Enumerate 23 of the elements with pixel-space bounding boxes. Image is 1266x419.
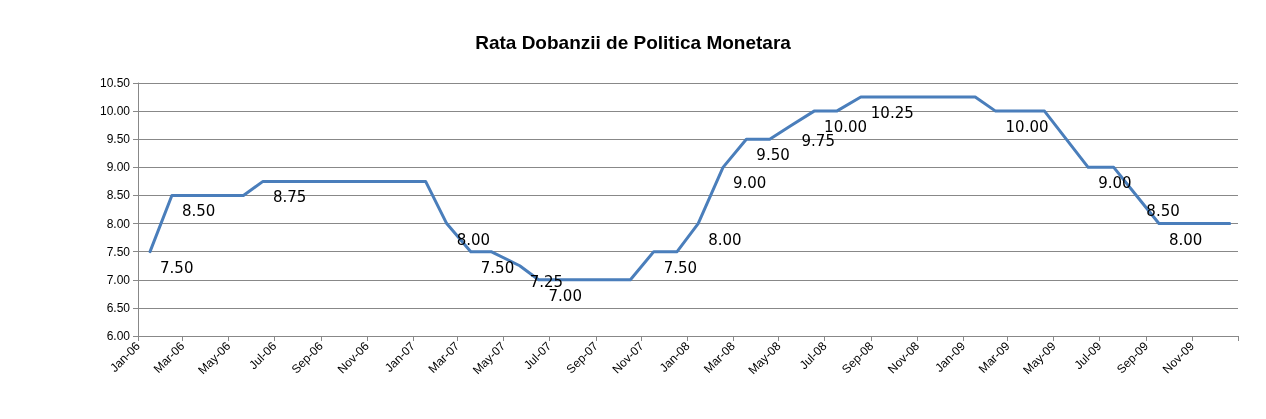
y-tick-label: 8.50 bbox=[106, 188, 131, 203]
data-label: 7.50 bbox=[160, 258, 194, 277]
data-label: 9.00 bbox=[733, 174, 767, 193]
data-label: 7.50 bbox=[663, 258, 698, 277]
data-label: 7.50 bbox=[480, 258, 515, 277]
y-tick-label: 10.50 bbox=[99, 76, 131, 90]
chart-title: Rata Dobanzii de Politica Monetara bbox=[475, 32, 792, 53]
data-label: 8.50 bbox=[181, 202, 216, 221]
data-label: 8.75 bbox=[272, 188, 307, 207]
y-tick-label: 9.50 bbox=[106, 132, 131, 147]
y-tick-label: 6.50 bbox=[106, 300, 131, 315]
data-label: 8.00 bbox=[708, 230, 742, 249]
y-tick-label: 8.00 bbox=[106, 216, 131, 231]
y-tick-label: 6.00 bbox=[106, 329, 131, 343]
y-tick-label: 10.00 bbox=[99, 104, 131, 119]
data-label: 10.25 bbox=[870, 104, 914, 123]
data-label: 7.00 bbox=[548, 286, 582, 305]
y-tick-label: 7.00 bbox=[106, 272, 131, 287]
data-label: 10.00 bbox=[1005, 118, 1049, 137]
data-label: 9.50 bbox=[756, 146, 790, 165]
data-label: 8.00 bbox=[1168, 230, 1203, 249]
y-tick-label: 7.50 bbox=[106, 244, 131, 259]
y-tick-label: 9.00 bbox=[106, 160, 131, 175]
